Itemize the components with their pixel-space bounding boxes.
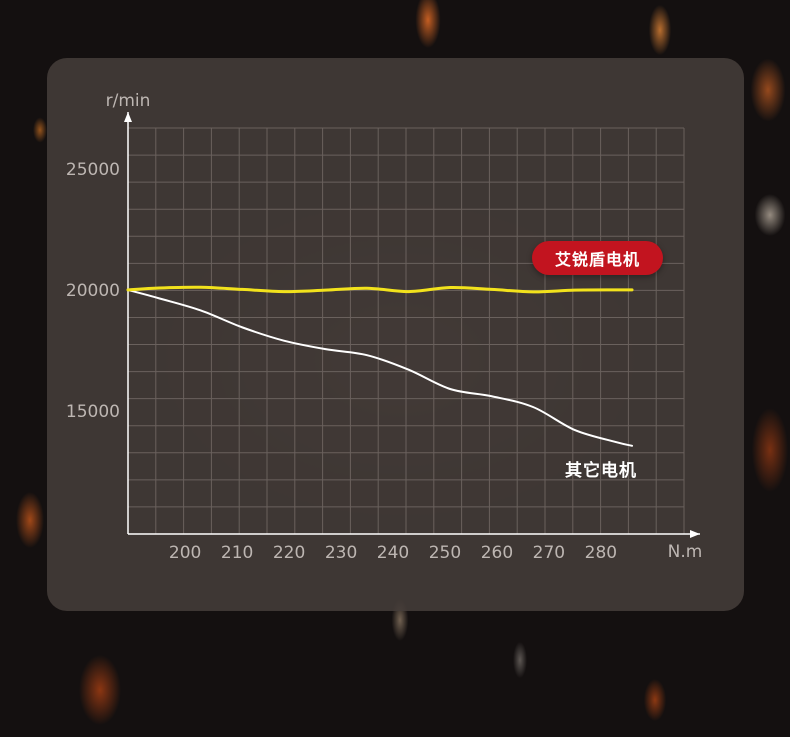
y-axis-arrow <box>124 112 132 122</box>
x-tick-label: 270 <box>533 543 565 563</box>
y-tick-label: 15000 <box>66 402 120 422</box>
y-tick-label: 25000 <box>66 160 120 180</box>
x-tick-label: 210 <box>221 543 253 563</box>
x-tick-label: 230 <box>325 543 357 563</box>
x-axis-title: N.m <box>668 542 703 562</box>
chart-tick-labels: r/min N.m 200 210 220 230 240 250 260 270 280 15000… <box>66 91 702 563</box>
series-label-airuidun-motor: 艾锐盾电机 <box>532 241 663 275</box>
series-label-other-motor: 其它电机 <box>565 461 637 481</box>
series-line-airuidun-motor <box>126 285 634 294</box>
series-line-other-motor <box>127 288 634 447</box>
chart-series <box>126 285 634 447</box>
x-tick-label: 200 <box>169 543 201 563</box>
x-tick-label: 260 <box>481 543 513 563</box>
x-tick-label: 220 <box>273 543 305 563</box>
chart-axes <box>124 112 700 538</box>
x-axis-arrow <box>690 530 700 538</box>
y-tick-label: 20000 <box>66 281 120 301</box>
x-tick-label: 280 <box>585 543 617 563</box>
x-tick-label: 250 <box>429 543 461 563</box>
x-tick-label: 240 <box>377 543 409 563</box>
chart-card <box>47 58 744 611</box>
y-axis-title: r/min <box>106 91 151 111</box>
